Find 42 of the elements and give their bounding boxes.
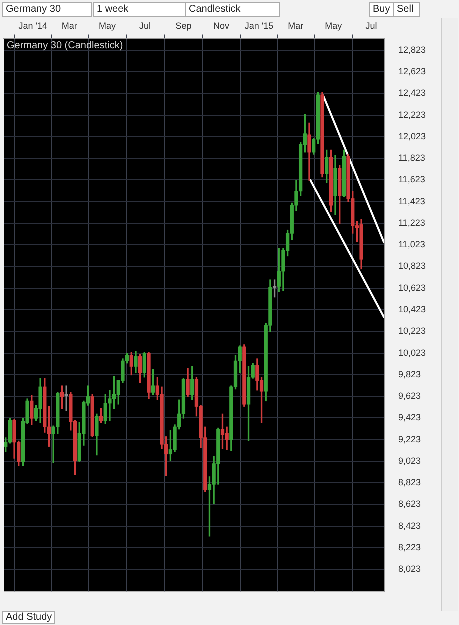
y-tick-label: 8,223 xyxy=(398,542,422,552)
y-tick-label: 12,623 xyxy=(398,66,426,76)
y-tick-label: 10,023 xyxy=(398,348,426,358)
x-tick-label: Jul xyxy=(366,20,378,31)
text: Buy xyxy=(369,2,394,17)
x-tick-label: Mar xyxy=(288,20,304,31)
y-tick-label: 9,823 xyxy=(398,369,422,380)
y-tick-label: 9,223 xyxy=(398,434,422,444)
x-tick-label: Jan '15 xyxy=(244,20,274,31)
y-tick-label: 8,623 xyxy=(398,499,422,510)
text: Sell xyxy=(393,2,420,17)
y-tick-label: 10,623 xyxy=(398,282,426,293)
y-tick-label: 10,223 xyxy=(398,326,426,336)
text: 1 week xyxy=(93,2,188,17)
y-tick-label: 11,823 xyxy=(398,153,426,164)
text: Add Study xyxy=(2,611,55,624)
x-tick-label: Sep xyxy=(176,20,192,31)
y-tick-label: 9,623 xyxy=(398,391,422,402)
y-tick-label: 8,823 xyxy=(398,478,422,488)
y-tick-label: 8,423 xyxy=(398,520,422,531)
x-tick-label: Jan '14 xyxy=(18,20,48,31)
chart-title: Germany 30 (Candlestick) xyxy=(7,40,124,52)
y-tick-label: 10,423 xyxy=(398,304,426,314)
y-tick-label: 12,023 xyxy=(398,131,426,142)
y-tick-label: 11,423 xyxy=(398,196,426,206)
y-tick-label: 8,023 xyxy=(398,564,422,574)
y-tick-label: 11,623 xyxy=(398,174,426,185)
y-tick-label: 12,223 xyxy=(398,110,426,120)
y-tick-label: 10,823 xyxy=(398,261,426,272)
x-tick-label: May xyxy=(98,20,116,31)
text: Candlestick xyxy=(185,2,280,17)
y-tick-label: 9,423 xyxy=(398,412,422,423)
text: Germany 30 xyxy=(2,2,92,17)
x-tick-label: Jul xyxy=(140,20,152,31)
y-tick-label: 11,223 xyxy=(398,218,426,228)
x-tick-label: Nov xyxy=(213,20,230,31)
x-tick-label: Mar xyxy=(62,20,78,31)
y-tick-label: 12,423 xyxy=(398,88,426,98)
y-tick-label: 9,023 xyxy=(398,456,422,466)
y-tick-label: 12,823 xyxy=(398,44,426,55)
x-tick-label: May xyxy=(325,20,343,31)
y-tick-label: 11,023 xyxy=(398,240,426,250)
